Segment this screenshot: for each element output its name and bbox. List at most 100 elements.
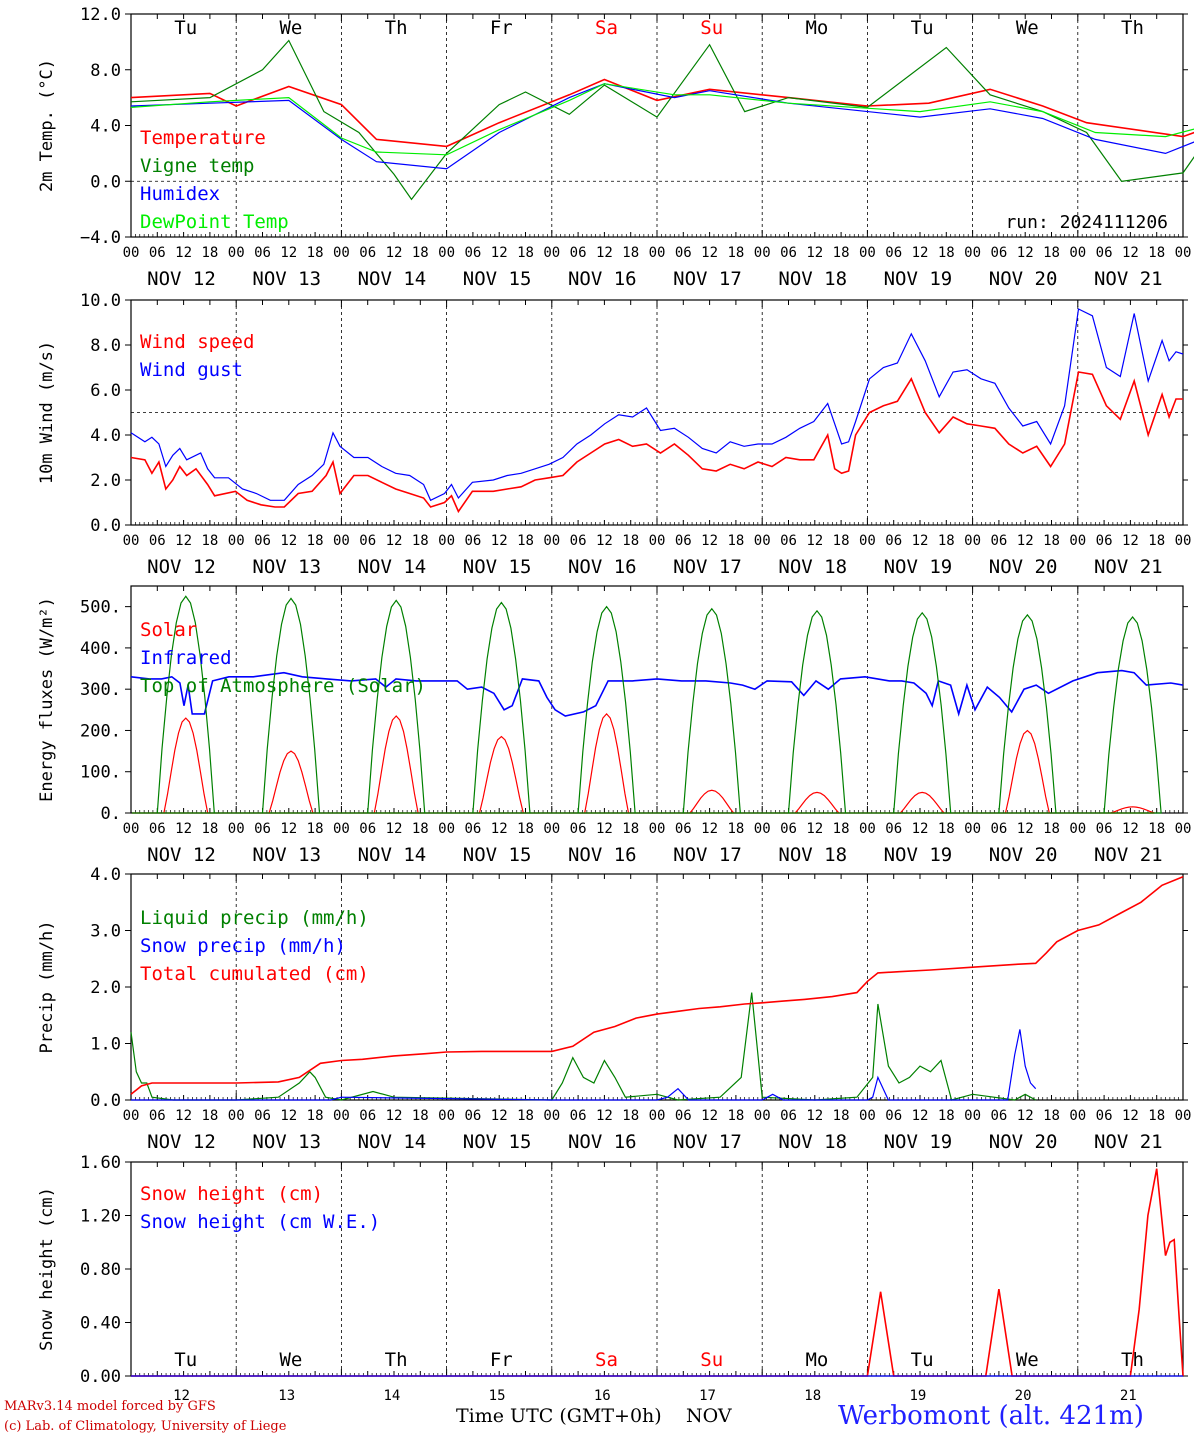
y-axis-label: Energy fluxes (W/m²): [37, 597, 57, 802]
y-tick-label: 4.0: [90, 117, 121, 137]
hour-tick-label: 06: [885, 533, 902, 549]
weekday-label: Th: [1121, 17, 1144, 39]
date-label: NOV 14: [358, 1131, 427, 1153]
date-label: NOV 14: [358, 844, 427, 866]
weekday-label: Th: [385, 17, 408, 39]
hour-tick-label: 06: [675, 533, 692, 549]
hour-tick-label: 18: [412, 245, 429, 261]
hour-tick-label: 00: [333, 821, 350, 837]
series-line: [130, 39, 1194, 201]
hour-tick-label: 18: [307, 821, 324, 837]
weekday-label: Tu: [911, 1349, 934, 1371]
weekday-label: Su: [700, 17, 723, 39]
hour-tick-label: 06: [1096, 245, 1113, 261]
hour-tick-label: 18: [938, 1108, 955, 1124]
hour-tick-label: 06: [885, 245, 902, 261]
hour-tick-label: 12: [912, 1108, 929, 1124]
legend-label: Wind speed: [140, 331, 254, 353]
date-label: NOV 19: [884, 268, 953, 290]
hour-tick-label: 12: [175, 821, 192, 837]
legend-label: Temperature: [140, 127, 266, 149]
date-label: NOV 16: [568, 1131, 637, 1153]
hour-tick-label: 06: [570, 821, 587, 837]
weekday-label: Su: [700, 1349, 723, 1371]
hour-tick-label: 00: [1175, 245, 1192, 261]
hour-tick-label: 00: [1069, 821, 1086, 837]
hour-tick-label: 18: [938, 245, 955, 261]
y-axis-label: Snow height (cm): [37, 1187, 57, 1351]
hour-tick-label: 00: [649, 1108, 666, 1124]
hour-tick-label: 12: [386, 1108, 403, 1124]
hour-tick-label: 12: [701, 533, 718, 549]
hour-tick-label: 12: [596, 533, 613, 549]
day-number-label: 12: [173, 1388, 190, 1404]
hour-tick-label: 12: [491, 821, 508, 837]
hour-tick-label: 06: [464, 533, 481, 549]
y-tick-label: −4.0: [80, 228, 121, 248]
hour-tick-label: 12: [280, 533, 297, 549]
hour-tick-label: 06: [1096, 533, 1113, 549]
y-tick-label: 0.0: [90, 1091, 121, 1111]
date-label: NOV 15: [463, 556, 532, 578]
hour-tick-label: 00: [123, 1108, 140, 1124]
date-label: NOV 18: [778, 556, 847, 578]
hour-tick-label: 18: [201, 821, 218, 837]
y-tick-label: 200.: [80, 721, 121, 741]
date-label: NOV 13: [252, 556, 321, 578]
hour-tick-label: 00: [228, 245, 245, 261]
date-label: NOV 18: [778, 1131, 847, 1153]
date-label: NOV 19: [884, 844, 953, 866]
hour-tick-label: 06: [990, 245, 1007, 261]
hour-tick-label: 00: [228, 533, 245, 549]
hour-tick-label: 18: [727, 821, 744, 837]
y-axis-label: 10m Wind (m/s): [37, 341, 57, 484]
date-label: NOV 19: [884, 1131, 953, 1153]
y-tick-label: 400.: [80, 639, 121, 659]
weekday-label: We: [1016, 17, 1039, 39]
hour-tick-label: 00: [123, 533, 140, 549]
hour-tick-label: 18: [1148, 533, 1165, 549]
day-number-label: 19: [909, 1388, 926, 1404]
x-axis-label: Time UTC (GMT+0h): [456, 1405, 662, 1427]
date-label: NOV 21: [1094, 1131, 1163, 1153]
hour-tick-label: 00: [438, 533, 455, 549]
weekday-label: Th: [385, 1349, 408, 1371]
day-number-label: 18: [804, 1388, 821, 1404]
day-number-label: 13: [278, 1388, 295, 1404]
hour-tick-label: 06: [149, 821, 166, 837]
day-number-label: 16: [594, 1388, 611, 1404]
hour-tick-label: 00: [438, 1108, 455, 1124]
hour-tick-label: 12: [596, 1108, 613, 1124]
series-line: [130, 78, 1194, 148]
legend-label: Liquid precip (mm/h): [140, 907, 369, 929]
hour-tick-label: 18: [1043, 1108, 1060, 1124]
hour-tick-label: 12: [386, 533, 403, 549]
y-tick-label: 1.0: [90, 1035, 121, 1055]
series-line: [130, 83, 1194, 156]
weekday-label: We: [279, 1349, 302, 1371]
hour-tick-label: 06: [359, 821, 376, 837]
hour-tick-label: 12: [701, 245, 718, 261]
y-axis-label: 2m Temp. (°C): [37, 59, 57, 192]
hour-tick-label: 00: [964, 1108, 981, 1124]
date-label: NOV 14: [358, 556, 427, 578]
hour-tick-label: 06: [885, 1108, 902, 1124]
hour-tick-label: 18: [938, 533, 955, 549]
model-credit: MARv3.14 model forced by GFS: [4, 1399, 216, 1414]
hour-tick-label: 18: [938, 821, 955, 837]
weekday-label: Mo: [805, 1349, 828, 1371]
weekday-label: Mo: [805, 17, 828, 39]
hour-tick-label: 18: [727, 1108, 744, 1124]
hour-tick-label: 06: [885, 821, 902, 837]
hour-tick-label: 18: [1043, 245, 1060, 261]
hour-tick-label: 18: [1043, 533, 1060, 549]
y-axis-label: Precip (mm/h): [37, 920, 57, 1053]
hour-tick-label: 12: [806, 821, 823, 837]
hour-tick-label: 00: [543, 533, 560, 549]
hour-tick-label: 00: [333, 245, 350, 261]
day-number-label: 21: [1120, 1388, 1137, 1404]
hour-tick-label: 06: [780, 245, 797, 261]
hour-tick-label: 12: [596, 245, 613, 261]
date-label: NOV 18: [778, 844, 847, 866]
date-label: NOV 20: [989, 844, 1058, 866]
